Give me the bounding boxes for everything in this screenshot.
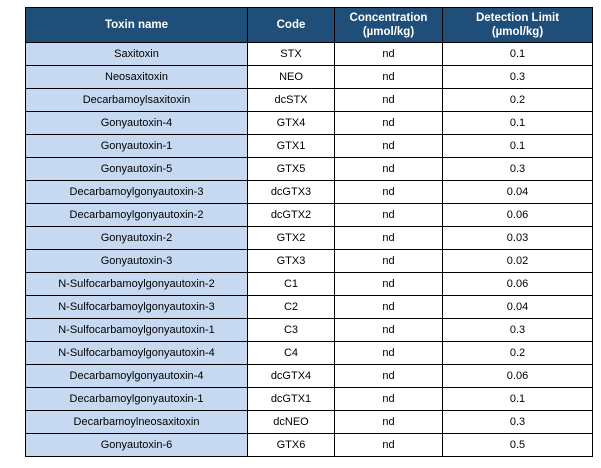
table-row: Decarbamoylgonyautoxin-2 dcGTX2 nd 0.06 (25, 203, 593, 227)
concentration-cell: nd (334, 387, 443, 411)
table-row: Saxitoxin STX nd 0.1 (25, 42, 593, 66)
code-cell: C4 (247, 341, 335, 365)
table-row: Gonyautoxin-6 GTX6 nd 0.5 (25, 433, 593, 457)
concentration-cell: nd (334, 272, 443, 296)
toxin-name-cell: Gonyautoxin-6 (25, 433, 248, 457)
concentration-cell: nd (334, 134, 443, 158)
code-cell: dcNEO (247, 410, 335, 434)
detection-limit-cell: 0.06 (442, 203, 593, 227)
concentration-cell: nd (334, 111, 443, 135)
detection-limit-cell: 0.02 (442, 249, 593, 273)
header-row: Toxin name Code Concentration (µmol/kg) … (25, 7, 593, 43)
toxin-name-cell: Neosaxitoxin (25, 65, 248, 89)
detection-limit-cell: 0.04 (442, 295, 593, 319)
code-cell: dcGTX3 (247, 180, 335, 204)
table-row: Decarbamoylneosaxitoxin dcNEO nd 0.3 (25, 410, 593, 434)
detection-limit-cell: 0.2 (442, 341, 593, 365)
toxin-name-cell: Gonyautoxin-3 (25, 249, 248, 273)
code-cell: C2 (247, 295, 335, 319)
table-row: Decarbamoylsaxitoxin dcSTX nd 0.2 (25, 88, 593, 112)
code-cell: STX (247, 42, 335, 66)
detection-limit-cell: 0.3 (442, 410, 593, 434)
table-row: Decarbamoylgonyautoxin-4 dcGTX4 nd 0.06 (25, 364, 593, 388)
code-cell: C1 (247, 272, 335, 296)
table-header: Toxin name Code Concentration (µmol/kg) … (25, 7, 593, 43)
detection-limit-cell: 0.1 (442, 42, 593, 66)
detection-limit-cell: 0.1 (442, 387, 593, 411)
detection-limit-cell: 0.06 (442, 364, 593, 388)
table-row: Decarbamoylgonyautoxin-3 dcGTX3 nd 0.04 (25, 180, 593, 204)
concentration-cell: nd (334, 180, 443, 204)
code-cell: GTX2 (247, 226, 335, 250)
toxin-name-cell: N-Sulfocarbamoylgonyautoxin-1 (25, 318, 248, 342)
toxin-name-cell: Gonyautoxin-5 (25, 157, 248, 181)
toxin-name-cell: N-Sulfocarbamoylgonyautoxin-2 (25, 272, 248, 296)
concentration-cell: nd (334, 318, 443, 342)
concentration-cell: nd (334, 433, 443, 457)
concentration-cell: nd (334, 88, 443, 112)
header-concentration: Concentration (µmol/kg) (334, 7, 443, 43)
table-row: N-Sulfocarbamoylgonyautoxin-2 C1 nd 0.06 (25, 272, 593, 296)
concentration-cell: nd (334, 410, 443, 434)
toxin-name-cell: Decarbamoylgonyautoxin-1 (25, 387, 248, 411)
detection-limit-cell: 0.3 (442, 318, 593, 342)
table-body: Saxitoxin STX nd 0.1 Neosaxitoxin NEO nd… (25, 42, 593, 457)
detection-limit-cell: 0.3 (442, 65, 593, 89)
header-toxin-name: Toxin name (25, 7, 248, 43)
concentration-cell: nd (334, 295, 443, 319)
code-cell: dcSTX (247, 88, 335, 112)
toxin-name-cell: Decarbamoylneosaxitoxin (25, 410, 248, 434)
code-cell: GTX3 (247, 249, 335, 273)
code-cell: GTX5 (247, 157, 335, 181)
toxin-name-cell: Gonyautoxin-1 (25, 134, 248, 158)
detection-limit-cell: 0.3 (442, 157, 593, 181)
detection-limit-cell: 0.5 (442, 433, 593, 457)
toxin-name-cell: Saxitoxin (25, 42, 248, 66)
concentration-cell: nd (334, 65, 443, 89)
toxin-name-cell: Decarbamoylgonyautoxin-2 (25, 203, 248, 227)
header-code: Code (247, 7, 335, 43)
toxin-name-cell: Gonyautoxin-4 (25, 111, 248, 135)
concentration-cell: nd (334, 364, 443, 388)
detection-limit-cell: 0.1 (442, 134, 593, 158)
toxin-name-cell: Decarbamoylgonyautoxin-3 (25, 180, 248, 204)
header-detection-limit: Detection Limit (µmol/kg) (442, 7, 593, 43)
table-row: N-Sulfocarbamoylgonyautoxin-4 C4 nd 0.2 (25, 341, 593, 365)
concentration-cell: nd (334, 203, 443, 227)
code-cell: NEO (247, 65, 335, 89)
code-cell: GTX1 (247, 134, 335, 158)
table-row: Neosaxitoxin NEO nd 0.3 (25, 65, 593, 89)
detection-limit-cell: 0.03 (442, 226, 593, 250)
table-row: Gonyautoxin-2 GTX2 nd 0.03 (25, 226, 593, 250)
concentration-cell: nd (334, 341, 443, 365)
code-cell: dcGTX1 (247, 387, 335, 411)
toxin-table: Toxin name Code Concentration (µmol/kg) … (25, 7, 593, 457)
table-row: Gonyautoxin-1 GTX1 nd 0.1 (25, 134, 593, 158)
code-cell: GTX6 (247, 433, 335, 457)
table-row: N-Sulfocarbamoylgonyautoxin-3 C2 nd 0.04 (25, 295, 593, 319)
toxin-name-cell: Gonyautoxin-2 (25, 226, 248, 250)
concentration-cell: nd (334, 42, 443, 66)
code-cell: C3 (247, 318, 335, 342)
code-cell: dcGTX4 (247, 364, 335, 388)
detection-limit-cell: 0.2 (442, 88, 593, 112)
toxin-name-cell: Decarbamoylsaxitoxin (25, 88, 248, 112)
detection-limit-cell: 0.06 (442, 272, 593, 296)
code-cell: dcGTX2 (247, 203, 335, 227)
table-row: Gonyautoxin-5 GTX5 nd 0.3 (25, 157, 593, 181)
concentration-cell: nd (334, 226, 443, 250)
table-row: Gonyautoxin-4 GTX4 nd 0.1 (25, 111, 593, 135)
concentration-cell: nd (334, 249, 443, 273)
code-cell: GTX4 (247, 111, 335, 135)
toxin-name-cell: N-Sulfocarbamoylgonyautoxin-3 (25, 295, 248, 319)
table-row: N-Sulfocarbamoylgonyautoxin-1 C3 nd 0.3 (25, 318, 593, 342)
toxin-name-cell: N-Sulfocarbamoylgonyautoxin-4 (25, 341, 248, 365)
toxin-name-cell: Decarbamoylgonyautoxin-4 (25, 364, 248, 388)
detection-limit-cell: 0.04 (442, 180, 593, 204)
table-row: Decarbamoylgonyautoxin-1 dcGTX1 nd 0.1 (25, 387, 593, 411)
concentration-cell: nd (334, 157, 443, 181)
detection-limit-cell: 0.1 (442, 111, 593, 135)
table-row: Gonyautoxin-3 GTX3 nd 0.02 (25, 249, 593, 273)
